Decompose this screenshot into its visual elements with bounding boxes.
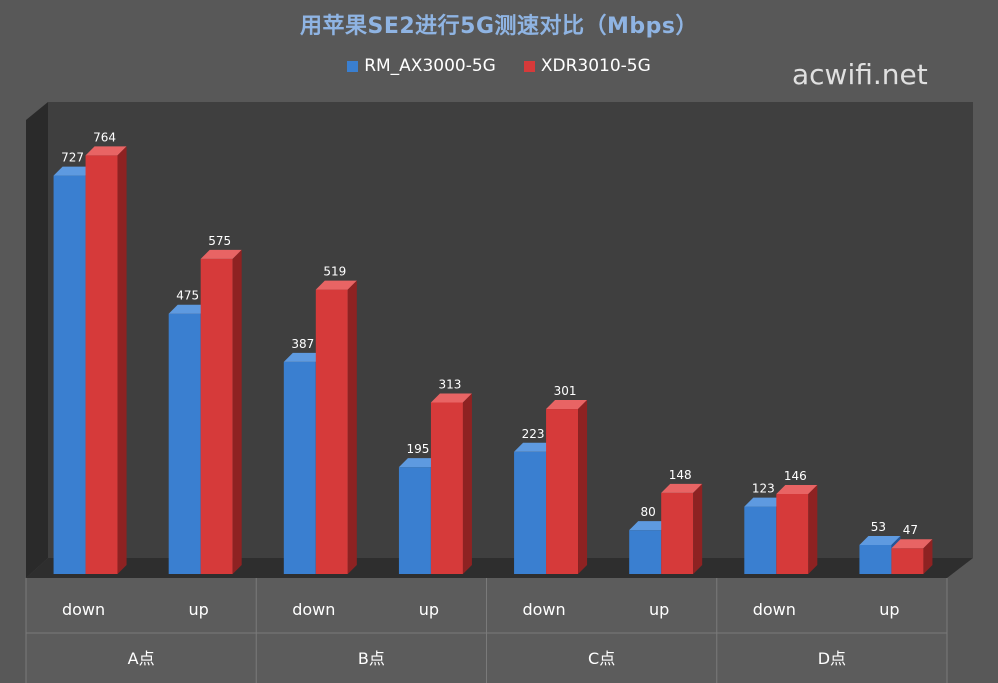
category-label-3: down — [292, 600, 335, 619]
bar-side-series-2-5 — [578, 400, 588, 574]
bar-top-series-1-4 — [398, 458, 440, 468]
bar-side-series-2-7 — [808, 484, 818, 574]
bar-series-2-1 — [85, 155, 118, 574]
plot-side-wall — [26, 102, 48, 578]
bar-side-series-2-8 — [923, 539, 933, 574]
bar-top-series-2-7 — [776, 484, 818, 494]
bar-series-2-6 — [661, 492, 694, 574]
chart-title: 用苹果SE2进行5G测速对比（Mbps） — [299, 14, 699, 39]
data-label-series-1-3: 387 — [291, 337, 314, 351]
bar-top-series-2-5 — [546, 400, 588, 410]
data-label-series-2-5: 301 — [554, 384, 577, 398]
bar-side-series-2-4 — [462, 393, 472, 574]
data-label-series-2-7: 146 — [784, 469, 807, 483]
data-label-series-1-4: 195 — [406, 442, 429, 456]
data-labels: 727 764 475 575 387 519 195 313 223 301 80 148 123 14… — [61, 130, 918, 537]
bar-series-2-4 — [430, 402, 463, 574]
bar-series-1-7 — [744, 506, 777, 574]
data-label-series-2-6: 148 — [669, 468, 692, 482]
bar-side-series-2-2 — [232, 249, 242, 574]
category-labels: down up down up down up down up A点 B点 C点 D点 — [62, 600, 900, 668]
bar-top-series-1-1 — [53, 166, 95, 176]
data-label-series-2-3: 519 — [323, 265, 346, 279]
category-label-8: up — [879, 600, 899, 619]
bar-top-series-1-3 — [283, 352, 325, 362]
bar-top-series-2-4 — [430, 393, 472, 403]
data-label-series-1-6: 80 — [641, 505, 656, 519]
plot-floor — [26, 558, 973, 578]
bar-series-2-3 — [315, 289, 348, 574]
bar-top-series-2-6 — [661, 483, 703, 493]
legend-swatch-series-2 — [523, 60, 535, 72]
data-label-series-2-8: 47 — [903, 523, 918, 537]
bar-series-1-2 — [168, 313, 201, 574]
bar-series-1-1 — [53, 175, 86, 574]
data-label-series-2-1: 764 — [93, 130, 116, 144]
bar-top-series-1-6 — [629, 521, 671, 531]
bar-side-series-2-3 — [347, 280, 357, 574]
legend-entry-series-2: XDR3010-5G — [523, 56, 651, 76]
data-label-series-1-1: 727 — [61, 151, 84, 165]
group-label-1: A点 — [128, 649, 155, 668]
bar-top-series-2-3 — [315, 280, 357, 290]
data-label-series-2-4: 313 — [438, 377, 461, 391]
category-label-1: down — [62, 600, 105, 619]
bar-series-2-2 — [200, 258, 233, 574]
bar-top-series-1-2 — [168, 304, 210, 314]
bar-top-series-2-1 — [85, 146, 127, 156]
category-label-6: up — [649, 600, 669, 619]
data-label-series-2-2: 575 — [208, 234, 231, 248]
category-label-2: up — [189, 600, 209, 619]
group-label-4: D点 — [818, 649, 846, 668]
data-label-series-1-2: 475 — [176, 289, 199, 303]
legend-swatch-series-1 — [347, 60, 359, 72]
category-label-4: up — [419, 600, 439, 619]
data-label-series-1-8: 53 — [871, 520, 886, 534]
bar-top-series-1-8 — [859, 535, 901, 545]
bar-series-1-5 — [514, 451, 547, 574]
bar-top-series-2-2 — [200, 249, 242, 259]
axis-table-lines — [25, 578, 948, 683]
group-label-3: C点 — [588, 649, 615, 668]
bar-series-1-6 — [629, 530, 662, 574]
bars — [53, 146, 933, 574]
legend: RM_AX3000-5G XDR3010-5G — [0, 56, 998, 76]
bar-side-series-2-6 — [693, 483, 703, 574]
bar-top-series-2-8 — [891, 539, 933, 549]
bar-series-1-3 — [283, 361, 316, 574]
bar-series-1-4 — [398, 467, 431, 574]
data-label-series-1-7: 123 — [752, 482, 775, 496]
bar-side-series-2-1 — [117, 146, 127, 574]
watermark: acwifi.net — [792, 58, 928, 91]
legend-label-series-1: RM_AX3000-5G — [364, 56, 496, 76]
category-label-5: down — [522, 600, 565, 619]
legend-entry-series-1: RM_AX3000-5G — [347, 56, 496, 76]
bar-top-series-1-7 — [744, 497, 786, 507]
group-label-2: B点 — [358, 649, 385, 668]
bar-series-1-8 — [859, 544, 892, 574]
data-label-series-1-5: 223 — [522, 427, 545, 441]
bar-top-series-1-5 — [514, 442, 556, 452]
legend-label-series-2: XDR3010-5G — [540, 56, 651, 76]
bar-series-2-8 — [891, 548, 924, 574]
bar-series-2-5 — [546, 409, 579, 574]
category-label-7: down — [753, 600, 796, 619]
bar-series-2-7 — [776, 493, 809, 574]
